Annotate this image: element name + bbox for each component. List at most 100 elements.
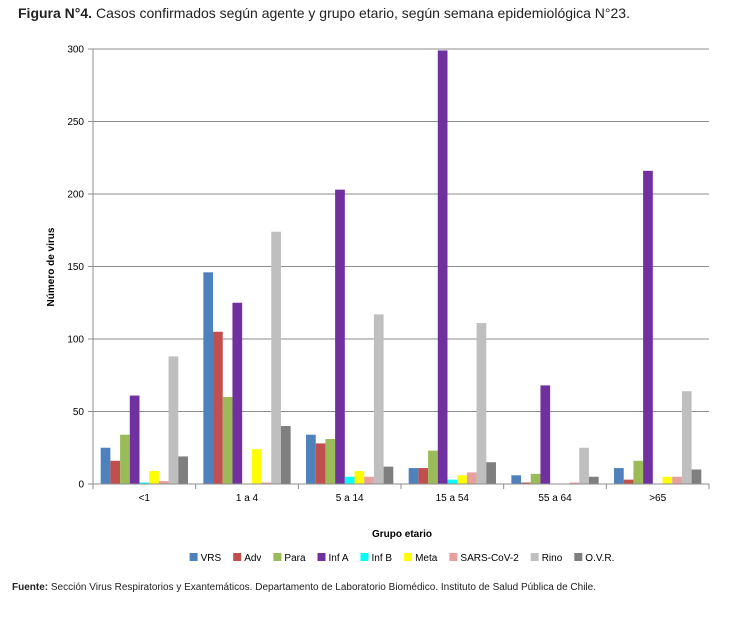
legend-swatch: [273, 553, 282, 561]
legend-label: Para: [284, 553, 306, 564]
figure-title: Figura N°4. Casos confirmados según agen…: [18, 5, 630, 21]
bar-sars-cov-2-4: [569, 482, 580, 484]
bar-inf-b-0: [139, 482, 150, 484]
bar-o-v-r--2: [383, 466, 394, 484]
bar-vrs-0: [100, 447, 111, 484]
bar-vrs-1: [203, 272, 214, 484]
bar-adv-2: [315, 443, 326, 484]
legend: VRS Adv Para Inf A Inf B Meta SARS-CoV-2 Rino O.…: [189, 553, 614, 564]
bar-sars-cov-2-3: [466, 472, 477, 484]
figure-label: Figura N°4.: [18, 5, 93, 21]
legend-swatch: [189, 553, 198, 561]
x-tick-label: >65: [649, 493, 666, 504]
bar-para-0: [120, 434, 130, 484]
bar-adv-4: [521, 482, 531, 484]
bar-adv-1: [213, 331, 223, 484]
x-tick-label: 5 a 14: [336, 493, 364, 504]
y-tick-label: 100: [67, 335, 84, 346]
y-tick-label: 200: [67, 190, 84, 201]
legend-label: VRS: [201, 553, 222, 564]
legend-item-adv: Adv: [233, 553, 261, 564]
bar-inf-a-5: [643, 170, 653, 485]
legend-swatch: [404, 553, 413, 561]
y-tick-label: 50: [73, 407, 85, 418]
bar-o-v-r--4: [588, 476, 599, 484]
x-tick-label: <1: [139, 493, 151, 504]
bar-o-v-r--3: [486, 462, 496, 484]
legend-item-para: Para: [273, 553, 306, 564]
legend-label: Rino: [542, 553, 563, 564]
bar-meta-1: [251, 449, 262, 484]
bar-sars-cov-2-1: [261, 482, 272, 484]
bar-vrs-2: [306, 434, 316, 484]
bar-vrs-4: [511, 475, 522, 484]
bar-rino-0: [168, 356, 179, 484]
bar-o-v-r--0: [178, 456, 188, 484]
bar-meta-3: [457, 475, 467, 484]
bars: [100, 50, 702, 485]
legend-swatch: [449, 553, 458, 561]
bar-inf-a-0: [129, 395, 140, 484]
x-tick-label: 55 a 64: [538, 493, 572, 504]
bar-meta-0: [149, 470, 159, 484]
y-axis-ticks: 0 50 100 150 200 250 300: [67, 45, 93, 491]
bar-adv-3: [418, 468, 429, 484]
bar-rino-1: [271, 231, 281, 484]
bar-meta-5: [662, 476, 673, 484]
legend-swatch: [530, 553, 539, 561]
legend-item-inf-a: Inf A: [317, 553, 349, 564]
bar-para-1: [222, 397, 233, 484]
source-label: Fuente:: [12, 582, 49, 593]
legend-item-meta: Meta: [404, 553, 438, 564]
bar-inf-b-3: [447, 479, 458, 484]
bar-sars-cov-2-2: [364, 476, 374, 484]
bar-para-5: [633, 460, 644, 484]
source-note: Fuente: Sección Virus Respiratorios y Ex…: [12, 582, 596, 593]
legend-swatch: [574, 553, 583, 561]
bar-para-2: [325, 439, 336, 484]
y-tick-label: 150: [67, 262, 84, 273]
legend-item-rino: Rino: [530, 553, 563, 564]
bar-inf-a-2: [335, 189, 345, 484]
y-tick-label: 250: [67, 117, 84, 128]
legend-swatch: [317, 553, 326, 561]
bar-sars-cov-2-5: [672, 476, 682, 484]
bar-para-3: [428, 450, 438, 484]
grid-lines: [93, 48, 709, 412]
x-tick-label: 1 a 4: [236, 493, 259, 504]
bar-meta-2: [354, 470, 365, 484]
y-tick-label: 0: [78, 480, 84, 491]
legend-label: Inf B: [372, 553, 393, 564]
bar-adv-0: [110, 460, 121, 484]
legend-item-vrs: VRS: [189, 553, 222, 564]
x-tick-label: 15 a 54: [436, 493, 470, 504]
bar-rino-3: [476, 323, 487, 484]
figure-caption: Casos confirmados según agente y grupo e…: [92, 5, 630, 21]
y-tick-label: 300: [67, 45, 84, 56]
bar-rino-4: [579, 447, 589, 484]
x-axis-label: Grupo etario: [372, 529, 432, 540]
legend-item-sars-cov-2: SARS-CoV-2: [449, 553, 519, 564]
bar-o-v-r--1: [280, 426, 291, 484]
bar-rino-2: [373, 314, 384, 484]
bar-vrs-5: [614, 468, 624, 484]
y-axis-label: Número de virus: [46, 227, 57, 306]
source-text: Sección Virus Respiratorios y Exantemáti…: [48, 582, 596, 593]
legend-label: Inf A: [329, 553, 349, 564]
legend-label: SARS-CoV-2: [460, 553, 519, 564]
bar-inf-a-4: [540, 385, 551, 484]
bar-inf-a-3: [437, 50, 448, 484]
legend-swatch: [360, 553, 369, 561]
legend-swatch: [233, 553, 242, 561]
bar-adv-5: [623, 479, 634, 484]
legend-item-inf-b: Inf B: [360, 553, 393, 564]
bar-sars-cov-2-0: [158, 481, 169, 484]
legend-label: Adv: [244, 553, 261, 564]
bar-rino-5: [681, 391, 692, 484]
bar-para-4: [530, 473, 541, 484]
legend-item-o-v-r-: O.V.R.: [574, 553, 614, 564]
bar-vrs-3: [408, 468, 419, 484]
legend-label: O.V.R.: [585, 553, 614, 564]
x-axis-ticks: <1 1 a 4 5 a 14 15 a 54 55 a 64 >65: [92, 484, 710, 504]
